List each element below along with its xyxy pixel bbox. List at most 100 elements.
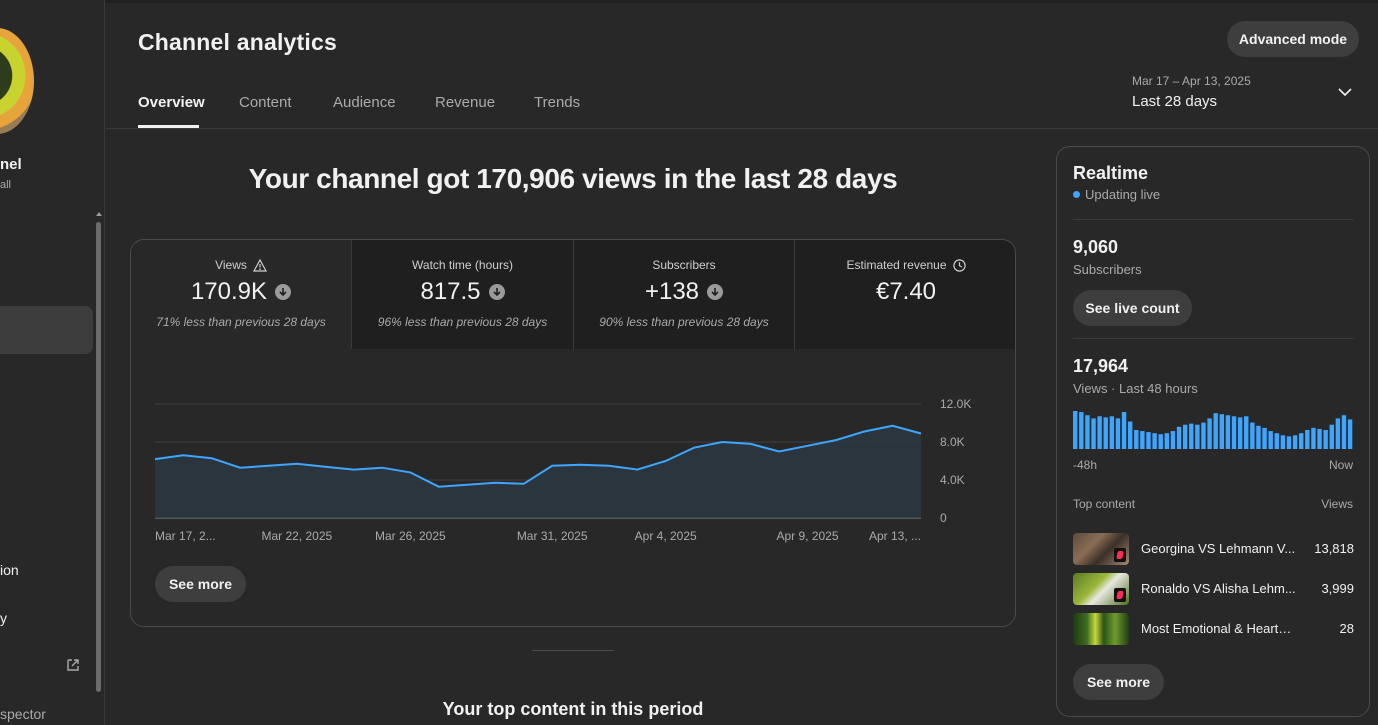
realtime-bar[interactable] [1097, 416, 1102, 449]
x-tick-label: Apr 9, 2025 [776, 529, 838, 543]
realtime-bar[interactable] [1146, 432, 1151, 449]
video-title[interactable]: Ronaldo VS Alisha Lehm... [1141, 581, 1296, 596]
realtime-bar[interactable] [1091, 418, 1096, 449]
x-tick-label: Mar 22, 2025 [261, 529, 332, 543]
sidebar-item-copyright[interactable]: y [0, 610, 7, 626]
video-views: 28 [1339, 621, 1354, 636]
sidebar-item-customization[interactable]: ion [0, 562, 19, 578]
metric-subscribers[interactable]: Subscribers +138 90% less than previous … [574, 240, 795, 349]
realtime-bar[interactable] [1311, 427, 1316, 449]
tab-content[interactable]: Content [239, 94, 292, 111]
realtime-bar[interactable] [1140, 431, 1145, 449]
realtime-bar[interactable] [1182, 424, 1188, 449]
warning-icon[interactable] [252, 258, 267, 272]
realtime-bar[interactable] [1195, 424, 1200, 449]
realtime-bar[interactable] [1305, 430, 1310, 449]
realtime-title: Realtime [1073, 163, 1149, 183]
realtime-bar[interactable] [1299, 433, 1304, 449]
realtime-bar[interactable] [1219, 414, 1225, 449]
active-tab-indicator [138, 125, 199, 128]
divider [1073, 338, 1354, 339]
advanced-mode-button[interactable]: Advanced mode [1227, 21, 1359, 57]
realtime-bar[interactable] [1085, 415, 1090, 449]
chevron-down-icon[interactable] [1338, 87, 1352, 97]
external-link-icon[interactable] [66, 658, 80, 672]
realtime-bar[interactable] [1073, 411, 1078, 449]
realtime-see-more-button[interactable]: See more [1073, 664, 1164, 700]
realtime-bar-chart[interactable] [1073, 409, 1354, 449]
sidebar-item-inspector[interactable]: spector [0, 706, 46, 722]
realtime-bar[interactable] [1262, 427, 1267, 449]
views-line-chart[interactable]: 12.0K 8.0K 4.0K 0 Mar 17, 2... Mar 22, 2025 Ma… [131, 349, 1016, 559]
date-range-dates[interactable]: Mar 17 – Apr 13, 2025 [1132, 74, 1251, 88]
metric-watch-time[interactable]: Watch time (hours) 817.5 96% less than p… [352, 240, 574, 349]
realtime-bar[interactable] [1079, 412, 1084, 449]
see-live-count-button[interactable]: See live count [1073, 290, 1192, 326]
tab-revenue[interactable]: Revenue [435, 94, 496, 111]
y-tick-label: 4.0K [940, 473, 965, 487]
metric-views[interactable]: Views 170.9K 71% less than previous 28 d… [131, 240, 352, 349]
x-tick-label: Mar 17, 2... [155, 529, 216, 543]
realtime-bar[interactable] [1109, 416, 1115, 449]
realtime-bar[interactable] [1189, 423, 1194, 449]
realtime-card: Realtime Updating live 9,060 Subscribers… [1056, 146, 1370, 717]
realtime-bar[interactable] [1341, 415, 1347, 449]
realtime-bar[interactable] [1286, 436, 1292, 449]
views-series-line[interactable] [154, 424, 922, 488]
sidebar-item-analytics-active[interactable] [0, 306, 93, 354]
realtime-bar[interactable] [1329, 424, 1334, 449]
top-content-row[interactable]: Ronaldo VS Alisha Lehm... 3,999 [1073, 573, 1354, 605]
realtime-bar[interactable] [1280, 435, 1286, 449]
realtime-bar[interactable] [1244, 416, 1249, 449]
date-range-label[interactable]: Last 28 days [1132, 93, 1218, 110]
realtime-bar[interactable] [1323, 430, 1328, 449]
realtime-bar[interactable] [1292, 435, 1298, 449]
realtime-bar[interactable] [1127, 421, 1133, 449]
realtime-bar[interactable] [1225, 415, 1231, 449]
video-thumbnail[interactable] [1073, 613, 1129, 645]
sidebar: nel all ion y spector [0, 0, 105, 725]
channel-avatar[interactable] [0, 28, 34, 134]
video-title[interactable]: Georgina VS Lehmann V... [1141, 541, 1296, 556]
metric-tabs: Views 170.9K 71% less than previous 28 d… [131, 240, 1015, 349]
realtime-bar[interactable] [1237, 417, 1243, 449]
tab-audience[interactable]: Audience [333, 94, 396, 111]
top-content-heading: Your top content in this period [442, 699, 704, 719]
realtime-bar[interactable] [1213, 413, 1218, 449]
realtime-bar[interactable] [1176, 426, 1182, 449]
realtime-bar[interactable] [1170, 431, 1176, 449]
video-thumbnail[interactable] [1073, 573, 1129, 605]
top-content-row[interactable]: Most Emotional & Heartbrea... 28 [1073, 613, 1354, 645]
realtime-bar[interactable] [1115, 418, 1121, 449]
clock-icon[interactable] [952, 258, 966, 272]
metric-label: Subscribers [652, 258, 716, 272]
realtime-bar[interactable] [1256, 425, 1261, 449]
realtime-bar[interactable] [1335, 418, 1341, 449]
realtime-bar[interactable] [1207, 418, 1212, 449]
tab-overview[interactable]: Overview [138, 94, 205, 111]
tab-trends[interactable]: Trends [534, 94, 581, 111]
realtime-bar[interactable] [1268, 431, 1273, 449]
realtime-bar[interactable] [1250, 422, 1255, 449]
sidebar-scrollbar[interactable] [95, 212, 103, 694]
realtime-bar[interactable] [1274, 433, 1279, 449]
scroll-up-arrow-icon[interactable] [96, 212, 102, 216]
realtime-bar[interactable] [1164, 433, 1170, 449]
scrollbar-thumb[interactable] [96, 222, 101, 692]
realtime-bar[interactable] [1134, 430, 1139, 449]
video-title[interactable]: Most Emotional & Heartbrea... [1141, 621, 1297, 636]
top-content-row[interactable]: Georgina VS Lehmann V... 13,818 [1073, 533, 1354, 565]
realtime-bar[interactable] [1121, 412, 1127, 449]
metric-revenue[interactable]: Estimated revenue €7.40 [795, 240, 1015, 349]
realtime-bar[interactable] [1347, 419, 1353, 449]
see-more-button[interactable]: See more [155, 566, 246, 602]
video-thumbnail[interactable] [1073, 533, 1129, 565]
realtime-bar[interactable] [1103, 417, 1108, 449]
realtime-subscribers-value: 9,060 [1073, 237, 1119, 257]
realtime-bar[interactable] [1317, 428, 1322, 449]
realtime-bar[interactable] [1231, 416, 1237, 449]
realtime-bar[interactable] [1201, 422, 1206, 449]
realtime-bar[interactable] [1152, 433, 1157, 449]
realtime-bar[interactable] [1158, 434, 1163, 449]
bar-axis-start: -48h [1073, 458, 1098, 472]
